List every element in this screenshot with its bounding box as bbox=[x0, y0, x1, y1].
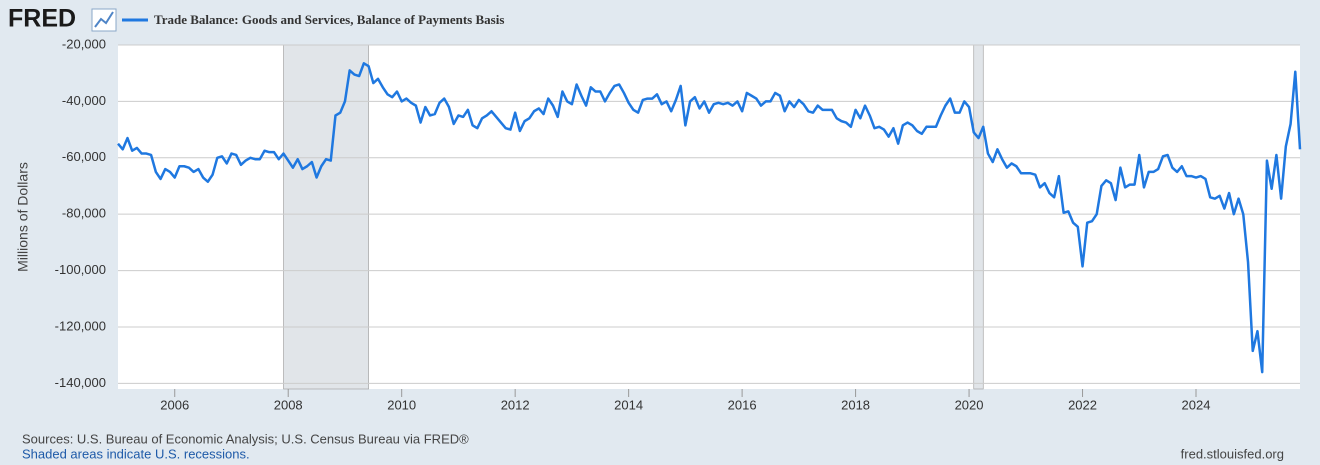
recession-note: Shaded areas indicate U.S. recessions. bbox=[22, 446, 250, 461]
y-tick-label: -80,000 bbox=[62, 206, 106, 221]
x-tick-label: 2008 bbox=[274, 397, 303, 412]
x-tick-label: 2014 bbox=[614, 397, 643, 412]
site-url: fred.stlouisfed.org bbox=[1181, 446, 1284, 461]
x-tick-label: 2006 bbox=[160, 397, 189, 412]
y-tick-label: -40,000 bbox=[62, 93, 106, 108]
x-tick-label: 2018 bbox=[841, 397, 870, 412]
y-axis-label: Millions of Dollars bbox=[15, 162, 31, 272]
recession-band bbox=[283, 44, 369, 390]
logo: FRED bbox=[8, 5, 76, 33]
x-tick-label: 2016 bbox=[728, 397, 757, 412]
y-tick-label: -100,000 bbox=[55, 262, 106, 277]
x-tick-label: 2022 bbox=[1068, 397, 1097, 412]
x-tick-label: 2024 bbox=[1182, 397, 1211, 412]
recession-band bbox=[973, 44, 984, 390]
y-tick-label: -120,000 bbox=[55, 318, 106, 333]
x-tick-label: 2012 bbox=[501, 397, 530, 412]
x-tick-label: 2020 bbox=[955, 397, 984, 412]
legend-label: Trade Balance: Goods and Services, Balan… bbox=[154, 12, 504, 27]
x-tick-label: 2010 bbox=[387, 397, 416, 412]
data-line bbox=[117, 62, 1302, 374]
y-tick-label: -20,000 bbox=[62, 36, 106, 51]
y-tick-label: -140,000 bbox=[55, 375, 106, 390]
source-note: Sources: U.S. Bureau of Economic Analysi… bbox=[22, 431, 469, 446]
y-tick-label: -60,000 bbox=[62, 149, 106, 164]
logo-icon bbox=[91, 8, 117, 32]
